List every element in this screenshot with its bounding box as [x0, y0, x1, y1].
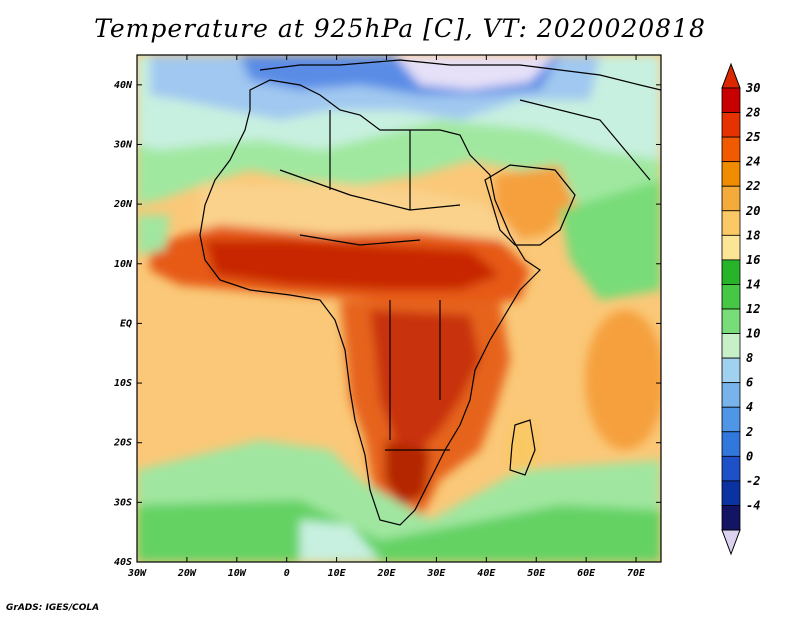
colorbar-label: 14	[746, 277, 760, 291]
lon-tick-label: 40E	[477, 568, 496, 579]
colorbar-label: 0	[746, 449, 753, 463]
coastlines	[199, 59, 661, 526]
colorbar-label: 4	[746, 400, 753, 414]
colorbar-label: 24	[745, 155, 760, 169]
colorbar-segment	[721, 87, 741, 113]
colorbar-segment	[721, 382, 741, 408]
colorbar-label: -4	[746, 498, 760, 512]
colorbar-segment	[721, 234, 741, 261]
lon-tick-label: 10W	[228, 568, 247, 579]
colorbar-label: 2	[745, 425, 753, 439]
lon-tick-label: 20E	[376, 568, 396, 579]
lon-tick-label: 60E	[577, 568, 596, 579]
colorbar-segment	[721, 357, 741, 384]
colorbar-segment	[721, 210, 741, 236]
colorbar-segment	[721, 161, 741, 187]
colorbar-label: 6	[746, 376, 753, 390]
colorbar-segment	[721, 284, 741, 310]
lat-tick-label: 30N	[113, 139, 133, 150]
colorbar-segment	[721, 308, 741, 334]
temperature-field	[137, 55, 661, 562]
colorbar-label: 16	[746, 253, 760, 267]
lat-tick-label: 30S	[113, 497, 132, 508]
lat-tick-label: 20N	[113, 199, 133, 210]
colorbar-label: -2	[746, 474, 760, 488]
colorbar-segment	[721, 505, 741, 531]
colorbar-label: 18	[746, 228, 760, 242]
longitude-axis: 30W 20W 10W 0 10E 20E 30E 40E 50E 60E 70E	[127, 55, 646, 579]
colorbar-segment	[721, 136, 741, 163]
colorbar-label: 12	[746, 302, 760, 316]
lon-tick-label: 20W	[177, 568, 197, 579]
lon-tick-label: 0	[284, 568, 290, 579]
lon-tick-label: 30W	[127, 568, 147, 579]
lon-tick-label: 70E	[627, 568, 646, 579]
colorbar-segment	[721, 185, 741, 212]
colorbar-label: 10	[746, 327, 760, 341]
lon-tick-label: 10E	[328, 568, 347, 579]
colorbar-segment	[721, 259, 741, 285]
colorbar-segment	[721, 480, 741, 506]
colorbar-label: 20	[745, 204, 760, 218]
lat-tick-label: 40N	[114, 80, 133, 91]
colorbar-top-arrow	[721, 62, 741, 89]
lat-tick-label: EQ	[120, 318, 132, 329]
colorbar-label: 30	[745, 81, 760, 95]
colorbar-segment	[721, 455, 741, 482]
latitude-axis: 40N 30N 20N 10N EQ 10S 20S 30S 40S	[113, 80, 661, 568]
colorbar-segment	[721, 112, 741, 138]
colorbar-bottom-arrow	[721, 529, 741, 556]
lat-tick-label: 40S	[114, 557, 132, 568]
colorbar-label: 8	[746, 351, 753, 365]
colorbar-label: 28	[745, 106, 760, 120]
map-title: Temperature at 925hPa [C], VT: 202002081…	[94, 14, 706, 43]
plot-frame	[136, 54, 662, 563]
colorbar-label: 25	[745, 130, 760, 144]
lat-tick-label: 20S	[113, 438, 132, 449]
colorbar-segment	[721, 333, 741, 359]
colorbar-label: 22	[745, 179, 760, 193]
colorbar-segment	[721, 431, 741, 457]
colorbar-segment	[721, 406, 741, 433]
lon-tick-label: 50E	[527, 568, 546, 579]
grads-credit: GrADS: IGES/COLA	[6, 603, 100, 613]
lon-tick-label: 30E	[426, 568, 446, 579]
lat-tick-label: 10N	[114, 259, 133, 270]
lat-tick-label: 10S	[114, 378, 132, 389]
